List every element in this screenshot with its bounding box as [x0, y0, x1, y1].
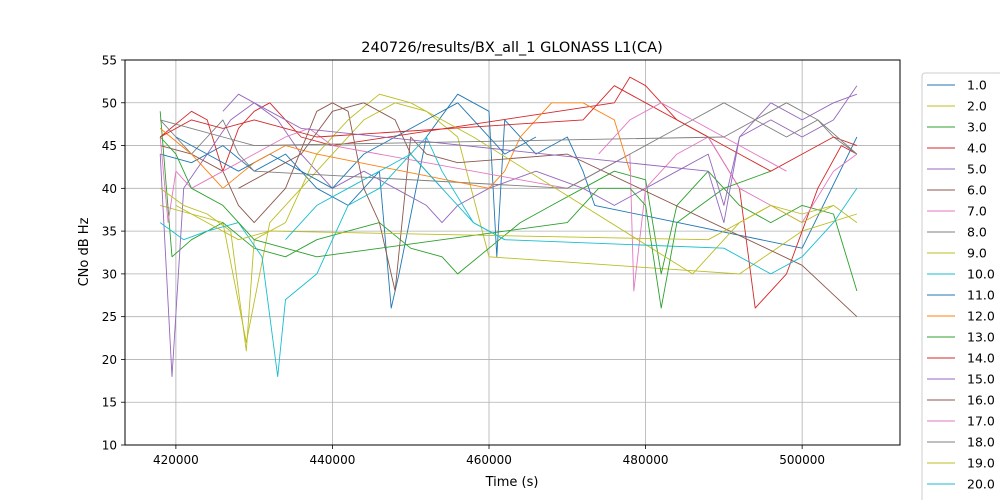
legend-label: 12.0	[967, 309, 995, 324]
series-line-15-0	[222, 93, 858, 224]
y-tick-label: 30	[102, 267, 117, 281]
plot-frame	[124, 59, 901, 446]
series-line-4-0	[159, 76, 858, 309]
y-tick-label: 20	[102, 353, 117, 367]
legend-label: 16.0	[967, 393, 995, 408]
legend-label: 21.0	[967, 498, 995, 500]
chart-title: 240726/results/BX_all_1 GLONASS L1(CA)	[361, 40, 663, 56]
legend-label: 9.0	[967, 246, 987, 261]
y-tick-label: 45	[102, 139, 117, 153]
legend-label: 6.0	[967, 183, 987, 198]
legend-label: 8.0	[967, 225, 987, 240]
series-line-11-0	[175, 102, 537, 189]
legend-label: 18.0	[967, 435, 995, 450]
legend-label: 5.0	[967, 162, 987, 177]
legend-label: 20.0	[967, 477, 995, 492]
legend-label: 15.0	[967, 372, 995, 387]
x-tick-label: 440000	[310, 453, 356, 467]
legend-label: 2.0	[967, 99, 987, 114]
legend-label: 3.0	[967, 120, 987, 135]
series-line-19-0	[175, 204, 834, 241]
legend-label: 13.0	[967, 330, 995, 345]
y-tick-label: 55	[102, 54, 117, 68]
legend-label: 17.0	[967, 414, 995, 429]
x-tick-label: 460000	[466, 453, 512, 467]
legend-label: 11.0	[967, 288, 995, 303]
series-line-10-0	[159, 136, 858, 378]
series-line-20-0	[285, 153, 505, 241]
y-tick-label: 10	[102, 439, 117, 453]
x-axis-label: Time (s)	[485, 475, 539, 490]
legend-label: 1.0	[967, 78, 987, 93]
y-tick-label: 35	[102, 225, 117, 239]
legend-label: 10.0	[967, 267, 995, 282]
y-tick-label: 40	[102, 182, 117, 196]
y-tick-label: 50	[102, 96, 117, 110]
grid	[125, 59, 900, 446]
y-axis-label: CNo dB Hz	[77, 217, 92, 286]
x-tick-label: 480000	[623, 453, 669, 467]
series-line-13-0	[159, 136, 771, 309]
series-line-9-0	[159, 93, 858, 352]
series-line-2-0	[160, 102, 858, 343]
legend-label: 14.0	[967, 351, 995, 366]
series-lines	[159, 76, 858, 378]
series-line-14-0	[159, 85, 858, 172]
series-line-16-0	[238, 102, 443, 189]
series-line-18-0	[160, 102, 858, 155]
series-line-8-0	[159, 102, 858, 189]
legend: 1.0 2.0 3.0 4.0 5.0 6.0 7.0 8.0 9.0 10.0 11.0 12.0 1…	[921, 72, 1000, 500]
plot-area	[159, 76, 858, 378]
legend-label: 19.0	[967, 456, 995, 471]
x-tick-label: 420000	[153, 453, 199, 467]
y-axis-ticks: 10 15 20 25 30 35 40 45 50 55	[102, 54, 125, 453]
series-line-17-0	[598, 102, 787, 172]
x-tick-label: 500000	[779, 453, 825, 467]
y-tick-label: 25	[102, 310, 117, 324]
legend-label: 7.0	[967, 204, 987, 219]
x-axis-ticks: 420000 440000 460000 480000 500000	[153, 445, 825, 467]
series-line-12-0	[159, 102, 631, 189]
y-tick-label: 15	[102, 396, 117, 410]
legend-box	[921, 72, 1000, 500]
legend-label: 4.0	[967, 141, 987, 156]
